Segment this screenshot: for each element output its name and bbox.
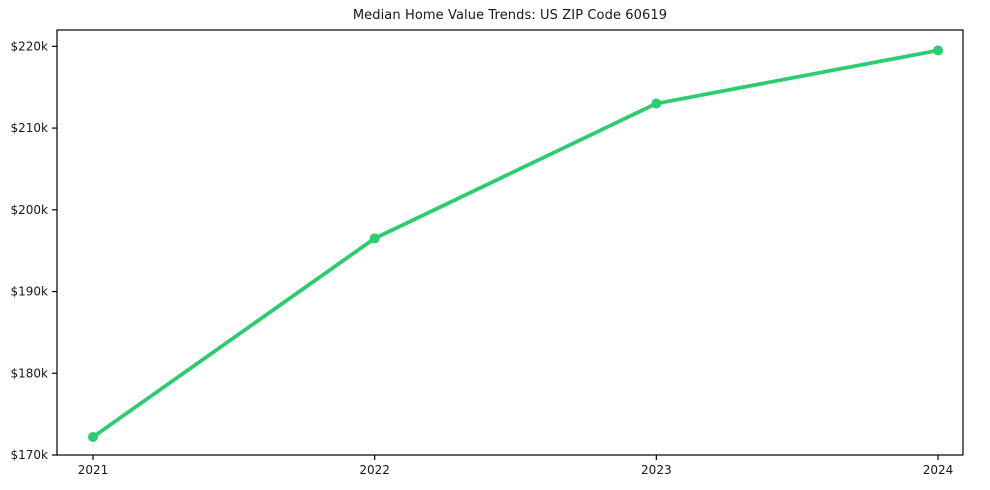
y-tick-label: $200k: [11, 203, 49, 217]
x-tick-label: 2022: [359, 463, 390, 477]
series-line: [91, 48, 940, 439]
x-tick-label: 2021: [78, 463, 109, 477]
y-tick-label: $190k: [11, 285, 49, 299]
y-tick-label: $180k: [11, 366, 49, 380]
x-tick-label: 2024: [923, 463, 954, 477]
data-point-marker: [651, 98, 662, 109]
y-tick-label: $220k: [11, 39, 49, 53]
y-tick-label: $210k: [11, 121, 49, 135]
data-point-marker: [933, 45, 943, 56]
chart-title: Median Home Value Trends: US ZIP Code 60…: [352, 8, 668, 23]
plot-frame: [56, 29, 964, 456]
x-tick-label: 2023: [641, 463, 672, 477]
data-point-marker: [88, 432, 98, 443]
data-point-marker: [369, 233, 380, 244]
y-tick-label: $170k: [11, 448, 49, 462]
